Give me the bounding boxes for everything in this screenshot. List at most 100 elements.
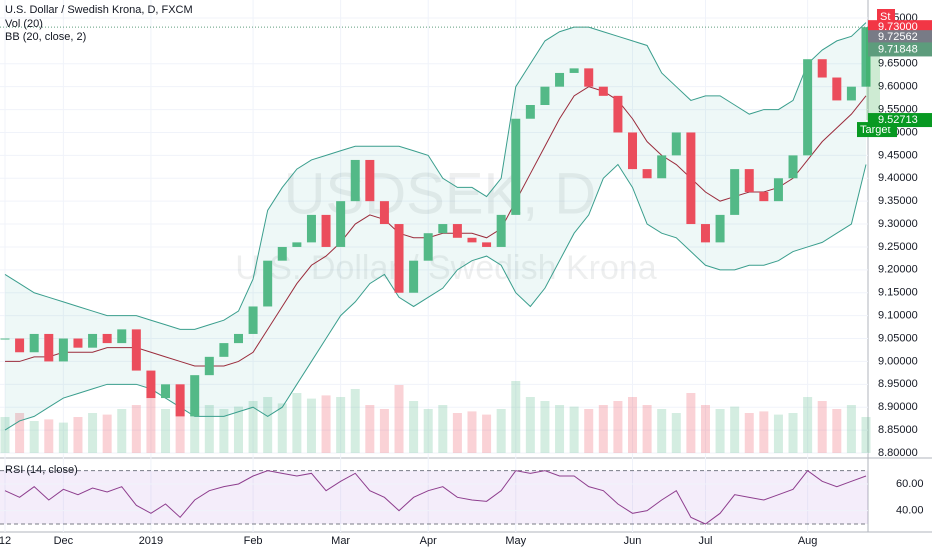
volume-bar xyxy=(306,398,316,453)
x-tick-label: Apr xyxy=(420,535,437,547)
y-tick-label: 9.65000 xyxy=(878,58,918,70)
volume-bar xyxy=(511,381,521,453)
candle xyxy=(58,338,68,362)
volume-bar xyxy=(379,409,389,453)
volume-bar xyxy=(584,409,594,453)
candle xyxy=(467,237,477,243)
candle xyxy=(263,260,273,307)
candle xyxy=(321,214,331,247)
candle xyxy=(277,246,287,261)
volume-bar xyxy=(161,409,171,453)
candle xyxy=(730,169,740,215)
bb-upper xyxy=(4,22,867,330)
volume-bar xyxy=(759,411,769,453)
y-tick-label: 9.40000 xyxy=(878,172,918,184)
volume-bar xyxy=(628,397,638,453)
y-tick-label: 9.60000 xyxy=(878,81,918,93)
volume-bar xyxy=(657,409,667,453)
volume-bar xyxy=(540,401,550,453)
candle xyxy=(496,214,506,247)
candle xyxy=(846,86,856,101)
y-tick-label: 9.05000 xyxy=(878,332,918,344)
volume-bar xyxy=(452,413,462,453)
candle xyxy=(161,384,171,399)
candle xyxy=(555,72,565,87)
y-tick-label: 9.30000 xyxy=(878,218,918,230)
volume-bar xyxy=(219,409,229,453)
volume-bar xyxy=(336,397,346,453)
candle xyxy=(409,260,419,293)
volume-bar xyxy=(598,405,608,453)
candle xyxy=(44,333,54,362)
indicator-label: Vol (20) xyxy=(5,18,43,30)
candle xyxy=(175,384,185,417)
volume-bar xyxy=(277,403,287,453)
watermark: U.S. Dollar / Swedish Krona xyxy=(235,249,656,287)
candle xyxy=(190,375,200,417)
candle xyxy=(642,169,652,179)
y-tick-label: 8.80000 xyxy=(878,447,918,459)
x-tick-label: 12 xyxy=(0,535,11,547)
rsi-band-fill xyxy=(0,470,868,524)
candle xyxy=(0,338,10,340)
volume-bar xyxy=(832,409,842,453)
volume-bar xyxy=(88,413,98,453)
volume-bar xyxy=(321,395,331,453)
volume-bar xyxy=(525,397,535,453)
volume-bar xyxy=(438,405,448,453)
price-tag-label: 9.71848 xyxy=(878,43,918,55)
y-tick-label: 9.00000 xyxy=(878,355,918,367)
bb-middle xyxy=(5,86,867,367)
candle xyxy=(306,214,316,243)
candle xyxy=(102,333,112,344)
candle xyxy=(219,343,229,357)
volume-bar xyxy=(715,409,725,453)
volume-bar xyxy=(569,406,579,453)
volume-bar xyxy=(0,417,10,453)
volume-bar xyxy=(204,405,214,453)
x-tick-label: May xyxy=(505,535,526,547)
volume-bar xyxy=(146,397,156,453)
x-tick-label: Feb xyxy=(244,535,263,547)
price-tag-label: 9.52713 xyxy=(878,114,918,126)
volume-bar xyxy=(350,389,360,453)
candle xyxy=(773,178,783,202)
candle xyxy=(73,338,83,348)
volume-bar xyxy=(700,405,710,453)
candle xyxy=(686,132,696,225)
candle xyxy=(817,59,827,78)
candle xyxy=(657,155,667,179)
volume-bar xyxy=(817,401,827,453)
candle xyxy=(861,27,871,87)
candle xyxy=(379,201,389,225)
volume-bar xyxy=(671,413,681,453)
y-tick-label: 9.20000 xyxy=(878,264,918,276)
candle xyxy=(131,329,141,371)
candle xyxy=(788,155,798,179)
volume-bar xyxy=(102,414,112,453)
candle xyxy=(628,132,638,170)
rsi-tick-label: 40.00 xyxy=(896,505,924,517)
candle xyxy=(233,333,243,344)
volume-bar xyxy=(73,417,83,453)
volume-bar xyxy=(686,393,696,453)
candle xyxy=(511,118,521,215)
rsi-line xyxy=(4,469,867,525)
volume-bar xyxy=(423,409,433,453)
candle xyxy=(715,214,725,243)
volume-bar xyxy=(613,401,623,453)
candle xyxy=(569,68,579,73)
y-tick-label: 9.45000 xyxy=(878,149,918,161)
volume-bar xyxy=(409,401,419,453)
indicator-label: BB (20, close, 2) xyxy=(5,31,86,43)
y-tick-label: 9.25000 xyxy=(878,241,918,253)
volume-bar xyxy=(803,397,813,453)
candle xyxy=(452,224,462,238)
price-tag xyxy=(868,113,932,128)
candle xyxy=(336,201,346,247)
price-tag xyxy=(868,42,932,57)
candle xyxy=(482,242,492,247)
rsi-tick-label: 60.00 xyxy=(896,478,924,490)
x-tick-label: Mar xyxy=(331,535,350,547)
stop-tag: St xyxy=(880,11,890,23)
